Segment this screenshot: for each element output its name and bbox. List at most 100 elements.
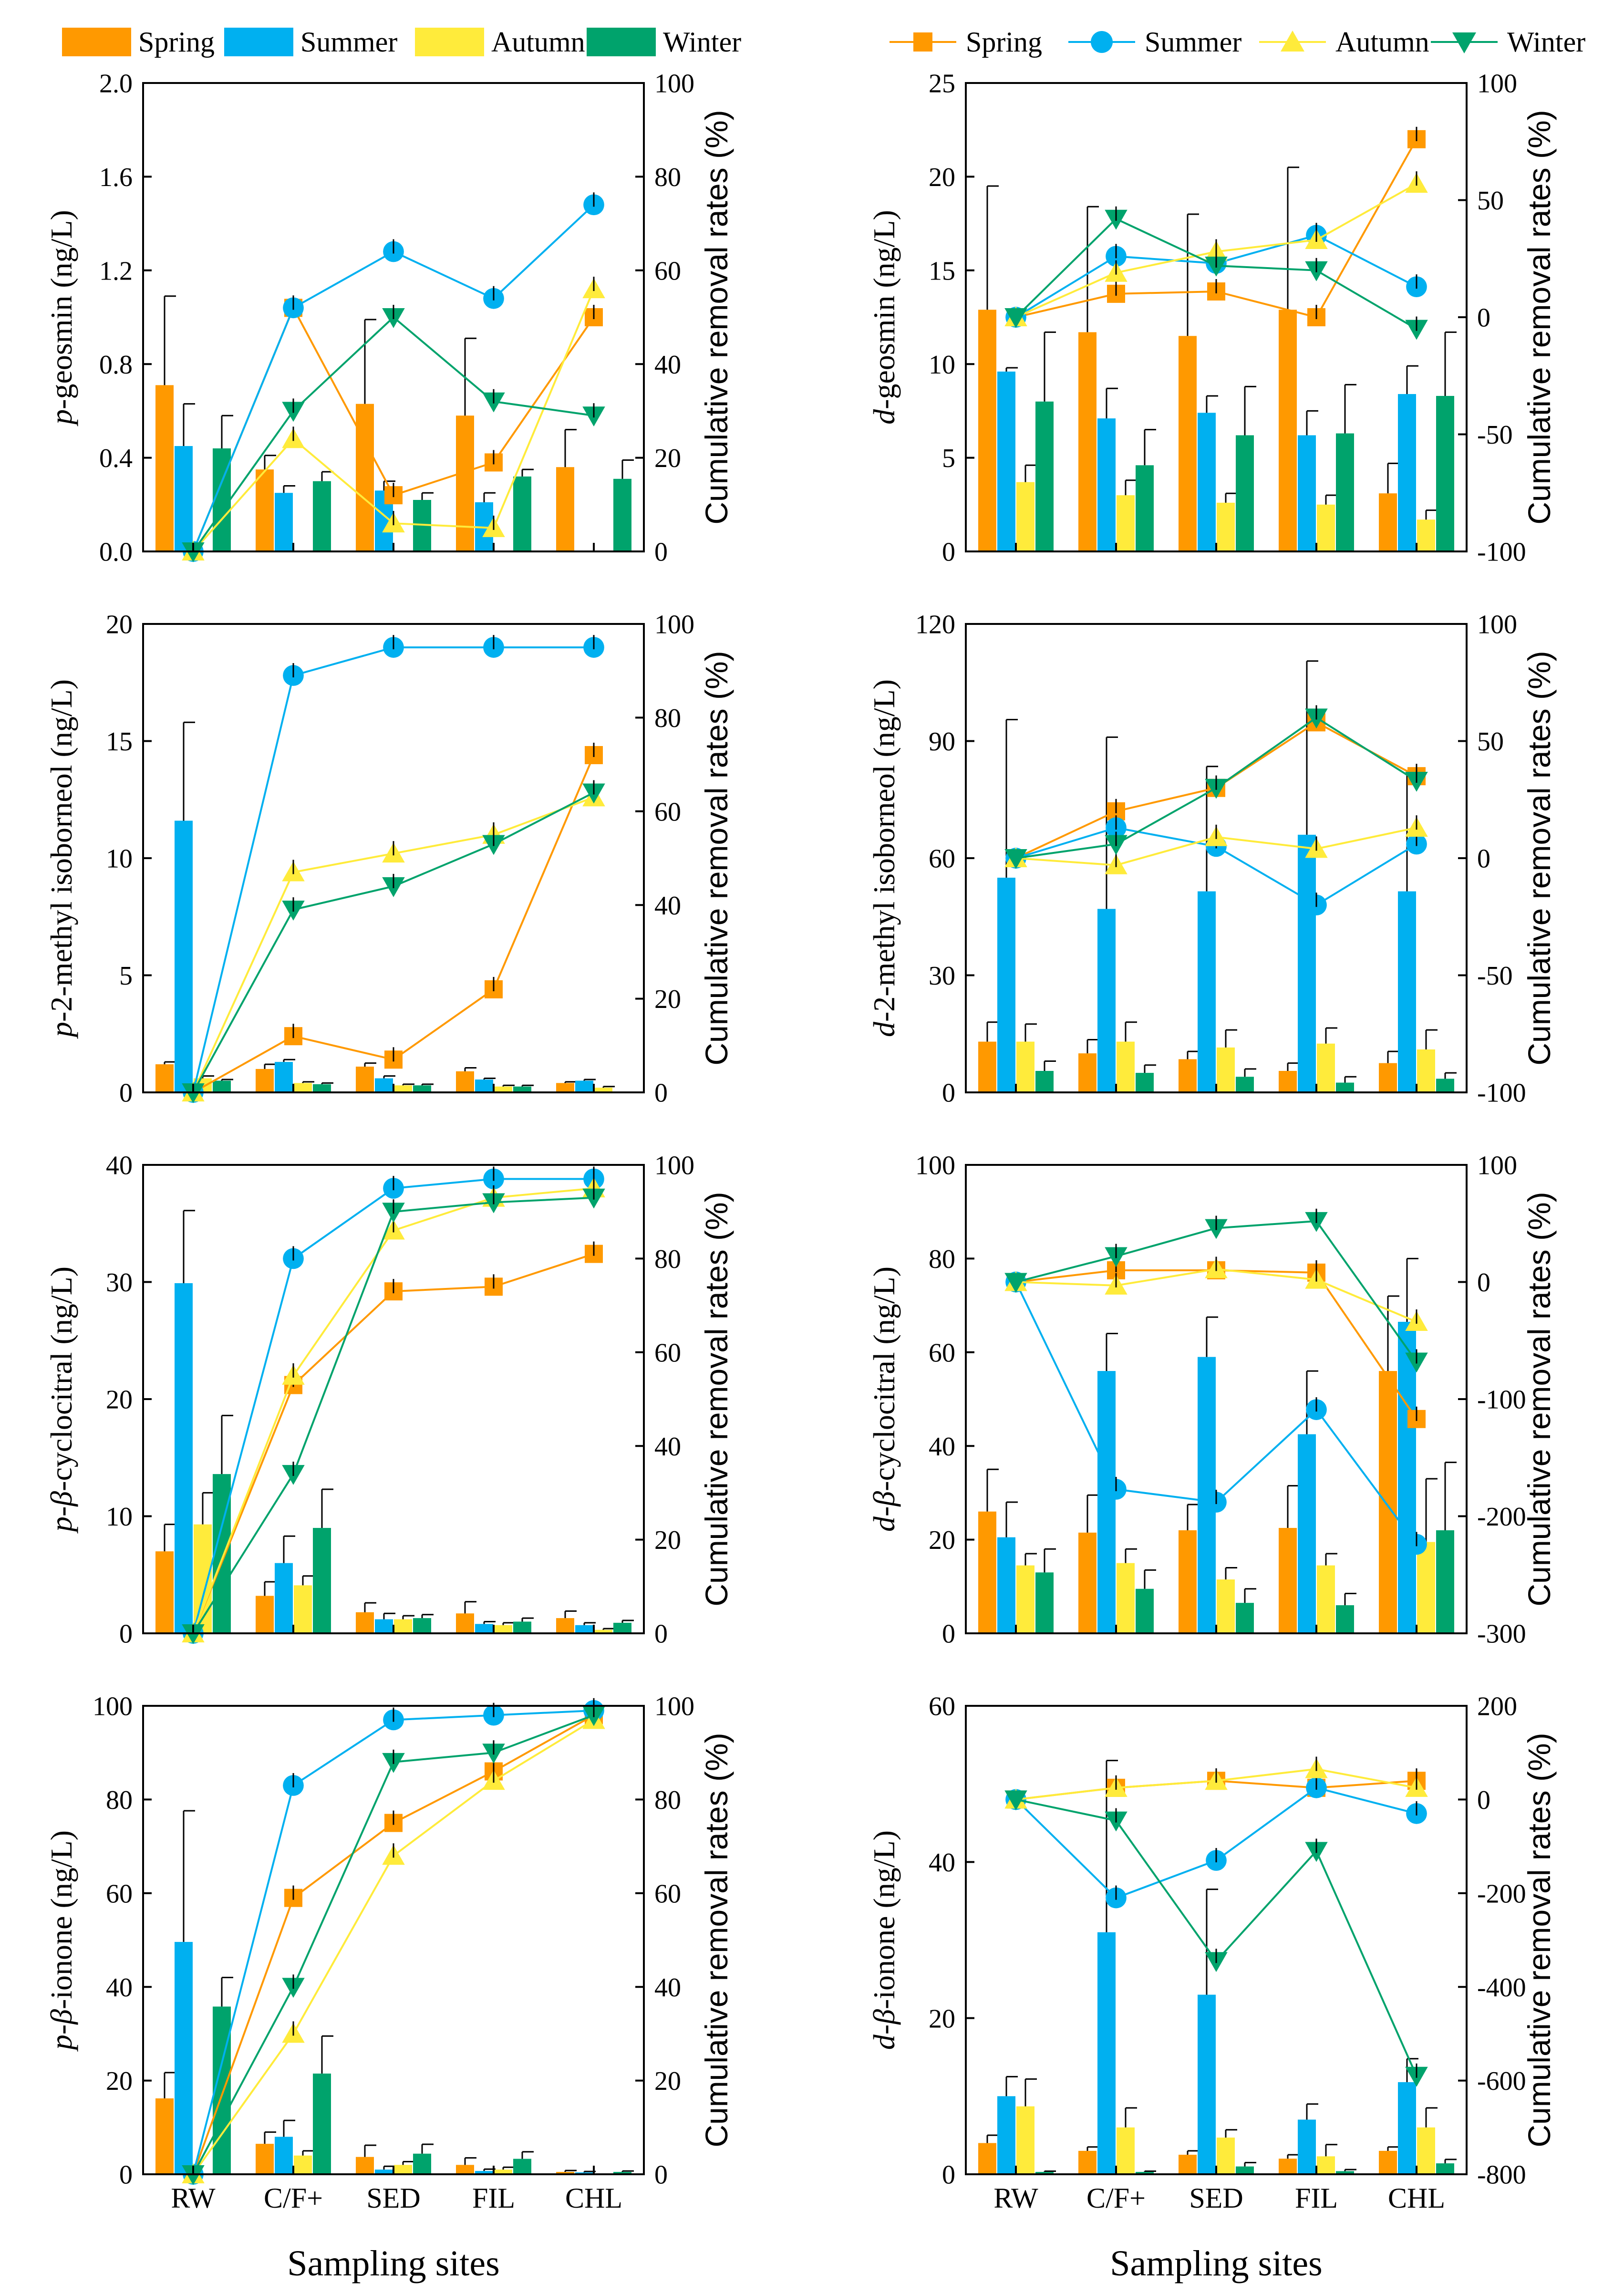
bar-autumn-rw xyxy=(1016,2106,1034,2174)
error-bar-spring xyxy=(1287,1485,1299,1528)
error-bar-spring xyxy=(564,1610,577,1619)
y2-tick-label: -300 xyxy=(1477,1619,1526,1649)
y-tick-label: 0 xyxy=(119,2160,133,2190)
error-bar-summer xyxy=(183,1810,195,1942)
error-bar-winter xyxy=(1444,1072,1457,1079)
bar-summer-chl xyxy=(1398,394,1416,551)
y-tick-label: 20 xyxy=(106,610,133,640)
bar-winter-fil xyxy=(513,1086,531,1092)
error-bar-spring xyxy=(164,2072,176,2098)
y2-axis-label: Cumulative removal rates (%) xyxy=(1521,110,1557,524)
y-tick-label: 10 xyxy=(106,1502,133,1532)
y2-tick-label: 0 xyxy=(654,1619,668,1649)
error-bar-winter xyxy=(1444,331,1457,396)
error-bar-spring xyxy=(1086,206,1099,332)
y2-tick-label: 100 xyxy=(654,1692,694,1722)
y-tick-label: 100 xyxy=(93,1692,133,1722)
bar-spring-sed xyxy=(1179,1059,1197,1092)
bar-winter-rw xyxy=(213,1474,231,1633)
error-bar-autumn xyxy=(1125,1548,1137,1563)
error-bar-winter xyxy=(1344,1593,1356,1606)
bar-summer-sed xyxy=(1198,891,1216,1092)
y-tick-label: 15 xyxy=(929,256,955,286)
error-bar-winter xyxy=(221,1414,233,1474)
legend-label-autumn: Autumn xyxy=(491,26,585,58)
error-bar-winter xyxy=(1144,2170,1156,2172)
legend-label-autumn: Autumn xyxy=(1335,26,1429,58)
y2-tick-label: 60 xyxy=(654,256,681,286)
bar-winter-rw xyxy=(213,1080,231,1092)
bar-summer-fil xyxy=(1298,1434,1316,1633)
error-bar-winter xyxy=(1144,1064,1156,1073)
y2-tick-label: -50 xyxy=(1477,420,1513,450)
y-axis-label: d-geosmin (ng/L) xyxy=(867,210,901,425)
bar-summer-rw xyxy=(997,2096,1015,2174)
legend-label-spring: Spring xyxy=(966,26,1042,58)
error-bar-autumn xyxy=(1125,2107,1137,2128)
plot-frame xyxy=(965,623,1468,1093)
y2-tick-label: 50 xyxy=(1477,186,1504,216)
y2-tick-label: 60 xyxy=(654,797,681,827)
y2-tick-label: 50 xyxy=(1477,727,1504,757)
bar-spring-chl xyxy=(1379,2150,1397,2174)
error-bar-winter xyxy=(521,468,534,477)
bar-summer-fil xyxy=(475,1079,493,1092)
error-bar-autumn xyxy=(1325,1027,1337,1044)
error-bar-spring xyxy=(1287,1062,1299,1071)
bar-summer-chl xyxy=(1398,2082,1416,2174)
x-tick-label: C/F+ xyxy=(1086,2182,1146,2214)
y2-tick-label: 100 xyxy=(1477,610,1517,640)
y2-tick-label: 0 xyxy=(1477,303,1490,333)
y2-tick-label: 100 xyxy=(1477,69,1517,99)
error-bar-summer xyxy=(383,1075,395,1079)
legend-lines: Spring Summer Autumn Winter xyxy=(890,26,1585,58)
bar-winter-rw xyxy=(1035,2172,1054,2174)
bar-winter-fil xyxy=(513,2159,531,2174)
y2-tick-label: 100 xyxy=(1477,1151,1517,1181)
bar-winter-fil xyxy=(513,1621,531,1633)
error-bar-summer xyxy=(483,1078,496,1080)
error-bar-spring xyxy=(164,1524,176,1552)
error-bar-summer xyxy=(1206,1316,1218,1357)
error-bar-spring xyxy=(1086,1039,1099,1054)
bar-spring-cf xyxy=(1078,332,1096,551)
y-tick-label: 0 xyxy=(119,1079,133,1108)
error-bar-winter xyxy=(421,1083,434,1086)
y-tick-label: 80 xyxy=(929,1245,955,1274)
error-bar-summer xyxy=(483,1620,496,1624)
bar-spring-rw xyxy=(155,2098,174,2174)
bar-winter-sed xyxy=(1236,1077,1254,1092)
y-axis-label: p-β-ionone (ng/L) xyxy=(44,1830,78,2052)
y2-tick-label: 100 xyxy=(654,69,694,99)
bar-winter-chl xyxy=(613,2172,631,2174)
error-bar-autumn xyxy=(1024,1023,1037,1042)
bar-winter-chl xyxy=(1436,2163,1454,2174)
y2-tick-label: 20 xyxy=(654,985,681,1014)
chart-d-mib: 0 30 60 90 120 -100 -50 0 50 100 d-2-methyl isobor… xyxy=(867,610,1557,1108)
y2-tick-label: 40 xyxy=(654,350,681,380)
bar-autumn-fil xyxy=(494,1625,512,1633)
chart-p-cyclocitral: 0 10 20 30 40 0 20 40 60 80 100 p-β-cyclocitral (ng… xyxy=(44,1151,734,1649)
bar-autumn-fil xyxy=(1317,1565,1335,1633)
y2-tick-label: 0 xyxy=(1477,1268,1490,1298)
y2-tick-label: 20 xyxy=(654,444,681,473)
bar-spring-cf xyxy=(1078,1053,1096,1092)
bar-winter-sed xyxy=(1236,435,1254,551)
error-bar-spring xyxy=(1187,1504,1199,1530)
bar-winter-rw xyxy=(213,448,231,551)
bar-spring-chl xyxy=(1379,1371,1397,1633)
error-bar-spring xyxy=(464,337,476,416)
line-spring xyxy=(1015,1269,1417,1420)
error-bar-spring xyxy=(1287,166,1299,310)
bar-spring-sed xyxy=(356,404,374,551)
error-bar-spring xyxy=(986,2134,999,2143)
y-tick-label: 0 xyxy=(942,538,955,567)
error-bar-spring xyxy=(986,1021,999,1042)
bar-autumn-cf xyxy=(1117,495,1135,551)
line-autumn xyxy=(192,1719,595,2175)
bar-winter-cf xyxy=(1136,465,1154,551)
bar-spring-cf xyxy=(256,469,274,551)
error-bar-winter xyxy=(621,1619,634,1623)
legend-marker-autumn xyxy=(1281,31,1304,52)
bar-spring-rw xyxy=(978,1511,996,1633)
